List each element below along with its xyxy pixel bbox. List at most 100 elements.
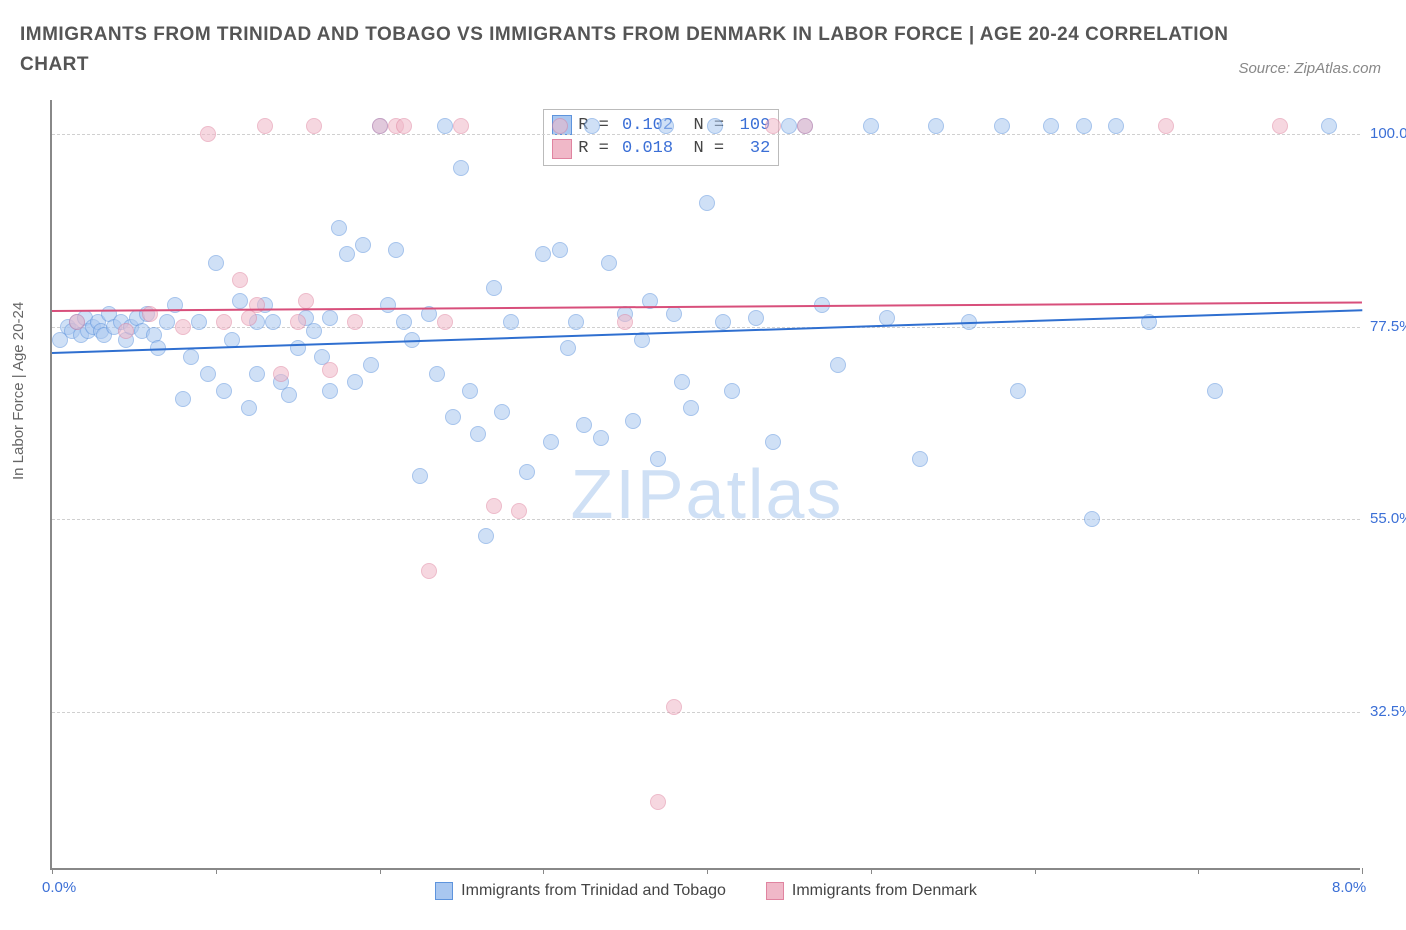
data-point xyxy=(331,220,347,236)
gridline xyxy=(52,519,1360,520)
data-point xyxy=(650,794,666,810)
data-point xyxy=(519,464,535,480)
data-point xyxy=(388,242,404,258)
legend-item: Immigrants from Denmark xyxy=(766,882,977,900)
data-point xyxy=(437,118,453,134)
source-attribution: Source: ZipAtlas.com xyxy=(1238,60,1381,77)
data-point xyxy=(1043,118,1059,134)
data-point xyxy=(273,366,289,382)
data-point xyxy=(658,118,674,134)
legend-swatch xyxy=(435,882,453,900)
stats-row: R = 0.018 N = 32 xyxy=(552,137,770,161)
data-point xyxy=(765,434,781,450)
watermark-text: ZIPatlas xyxy=(571,454,844,534)
data-point xyxy=(486,280,502,296)
data-point xyxy=(511,503,527,519)
legend-label: Immigrants from Denmark xyxy=(792,882,977,900)
data-point xyxy=(994,118,1010,134)
data-point xyxy=(216,314,232,330)
data-point xyxy=(421,563,437,579)
data-point xyxy=(200,126,216,142)
data-point xyxy=(568,314,584,330)
correlation-stats-box: R = 0.102 N = 109R = 0.018 N = 32 xyxy=(543,109,779,167)
data-point xyxy=(290,314,306,330)
y-tick-label: 55.0% xyxy=(1370,510,1406,527)
data-point xyxy=(437,314,453,330)
x-tick xyxy=(707,868,708,874)
data-point xyxy=(552,118,568,134)
data-point xyxy=(175,391,191,407)
data-point xyxy=(347,314,363,330)
data-point xyxy=(453,160,469,176)
data-point xyxy=(1010,383,1026,399)
data-point xyxy=(396,314,412,330)
data-point xyxy=(593,430,609,446)
data-point xyxy=(699,195,715,211)
data-point xyxy=(306,118,322,134)
data-point xyxy=(208,255,224,271)
data-point xyxy=(1207,383,1223,399)
data-point xyxy=(601,255,617,271)
data-point xyxy=(863,118,879,134)
data-point xyxy=(232,293,248,309)
data-point xyxy=(666,699,682,715)
data-point xyxy=(912,451,928,467)
data-point xyxy=(175,319,191,335)
data-point xyxy=(396,118,412,134)
data-point xyxy=(674,374,690,390)
data-point xyxy=(765,118,781,134)
x-tick xyxy=(216,868,217,874)
data-point xyxy=(576,417,592,433)
data-point xyxy=(265,314,281,330)
data-point xyxy=(380,297,396,313)
data-point xyxy=(781,118,797,134)
data-point xyxy=(216,383,232,399)
data-point xyxy=(470,426,486,442)
x-tick xyxy=(543,868,544,874)
data-point xyxy=(486,498,502,514)
data-point xyxy=(306,323,322,339)
data-point xyxy=(748,310,764,326)
gridline xyxy=(52,712,1360,713)
data-point xyxy=(257,118,273,134)
data-point xyxy=(1084,511,1100,527)
data-point xyxy=(830,357,846,373)
data-point xyxy=(1321,118,1337,134)
data-point xyxy=(715,314,731,330)
data-point xyxy=(462,383,478,399)
x-tick xyxy=(1198,868,1199,874)
data-point xyxy=(683,400,699,416)
data-point xyxy=(724,383,740,399)
data-point xyxy=(322,310,338,326)
data-point xyxy=(617,314,633,330)
data-point xyxy=(183,349,199,365)
data-point xyxy=(453,118,469,134)
data-point xyxy=(535,246,551,262)
data-point xyxy=(232,272,248,288)
data-point xyxy=(1076,118,1092,134)
y-tick-label: 77.5% xyxy=(1370,318,1406,335)
data-point xyxy=(445,409,461,425)
data-point xyxy=(200,366,216,382)
x-tick xyxy=(871,868,872,874)
data-point xyxy=(298,293,314,309)
data-point xyxy=(142,306,158,322)
series-swatch xyxy=(552,139,572,159)
data-point xyxy=(322,362,338,378)
data-point xyxy=(928,118,944,134)
data-point xyxy=(412,468,428,484)
data-point xyxy=(543,434,559,450)
data-point xyxy=(707,118,723,134)
gridline xyxy=(52,327,1360,328)
data-point xyxy=(241,400,257,416)
data-point xyxy=(584,118,600,134)
plot-area: ZIPatlas R = 0.102 N = 109R = 0.018 N = … xyxy=(50,100,1360,870)
data-point xyxy=(249,366,265,382)
data-point xyxy=(625,413,641,429)
data-point xyxy=(69,314,85,330)
y-tick-label: 32.5% xyxy=(1370,703,1406,720)
chart-container: IMMIGRANTS FROM TRINIDAD AND TOBAGO VS I… xyxy=(0,0,1406,930)
data-point xyxy=(290,340,306,356)
data-point xyxy=(478,528,494,544)
data-point xyxy=(552,242,568,258)
